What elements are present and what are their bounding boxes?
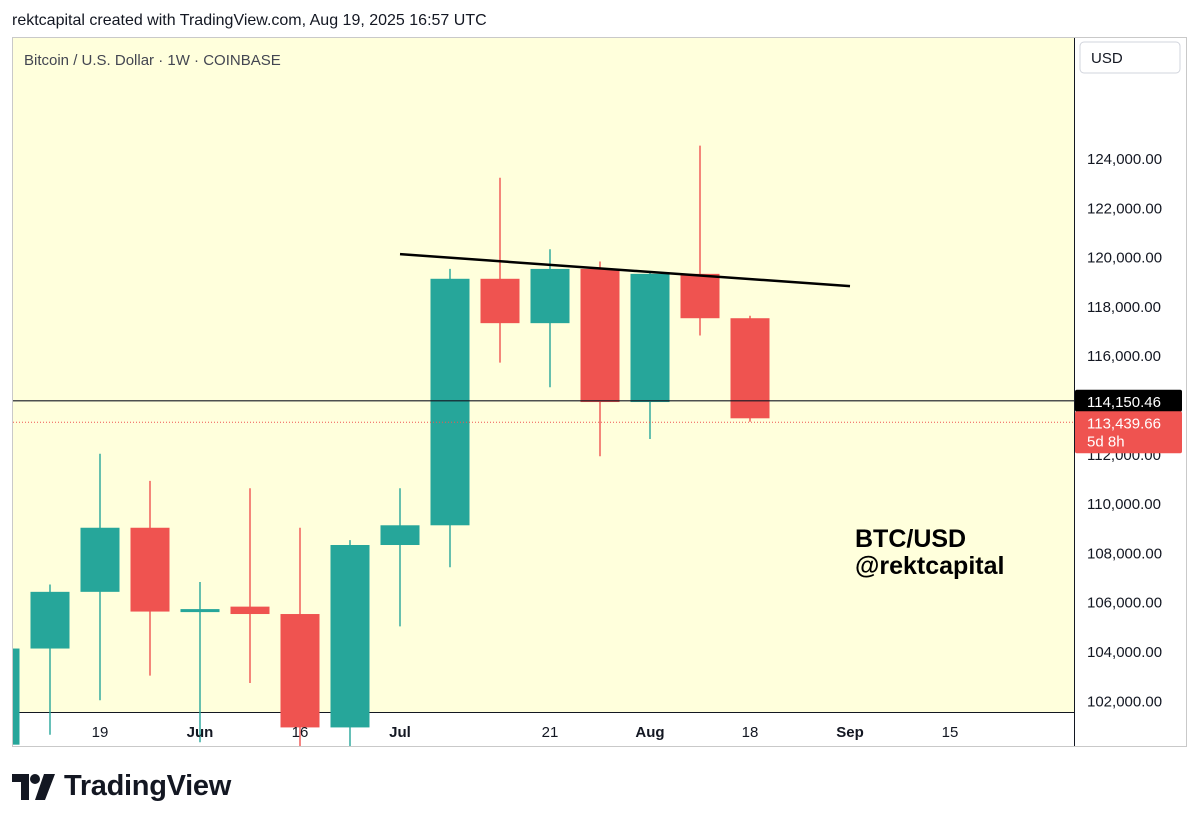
watermark-pair: BTC/USD — [855, 525, 966, 553]
plot-background — [13, 38, 1074, 712]
x-tick-label: Jul — [389, 724, 411, 741]
y-tick-label: 122,000.00 — [1087, 200, 1162, 217]
candle-body — [630, 273, 670, 403]
currency-label: USD — [1091, 50, 1123, 67]
y-tick-label: 120,000.00 — [1087, 250, 1162, 267]
y-tick-label: 108,000.00 — [1087, 545, 1162, 562]
x-tick-label: Jun — [187, 724, 214, 741]
y-tick-label: 102,000.00 — [1087, 693, 1162, 710]
x-tick-label: 18 — [742, 724, 759, 741]
watermark-author: @rektcapital — [855, 552, 1004, 580]
level-price-label: 114,150.46 — [1087, 394, 1161, 411]
bar-countdown-label: 5d 8h — [1087, 433, 1125, 450]
y-tick-label: 124,000.00 — [1087, 151, 1162, 168]
candle-body — [80, 527, 120, 592]
x-tick-label: 21 — [542, 724, 559, 741]
x-tick-label: Aug — [635, 724, 664, 741]
candle-body — [430, 278, 470, 526]
candle-body — [580, 268, 620, 403]
y-tick-label: 110,000.00 — [1087, 496, 1161, 513]
level-price-badge — [1075, 389, 1182, 412]
candle-body — [680, 273, 720, 319]
y-tick-label: 104,000.00 — [1087, 644, 1162, 661]
x-tick-label: 19 — [92, 724, 109, 741]
y-tick-label: 106,000.00 — [1087, 595, 1162, 612]
y-tick-label: 116,000.00 — [1087, 348, 1161, 365]
x-tick-label: 15 — [942, 724, 959, 741]
candle-body — [330, 545, 370, 728]
tradingview-wordmark: TradingView — [64, 770, 231, 802]
last-price-badge — [1075, 411, 1182, 454]
chart-attribution: rektcapital created with TradingView.com… — [12, 12, 487, 29]
currency-button[interactable] — [1079, 41, 1181, 74]
chart-title: Bitcoin / U.S. Dollar · 1W · COINBASE — [24, 52, 281, 69]
chart-frame: Bitcoin / U.S. Dollar · 1W · COINBASE 102… — [12, 37, 1187, 747]
tradingview-logo: TradingView — [12, 770, 231, 803]
tradingview-logo-icon — [12, 773, 55, 800]
candle-body — [480, 278, 520, 324]
candle-body — [30, 591, 70, 649]
y-tick-label: 118,000.00 — [1087, 299, 1161, 316]
last-price-label: 113,439.66 — [1087, 415, 1161, 432]
resistance-trendline — [399, 252, 851, 288]
x-tick-label: 16 — [292, 724, 309, 741]
candlestick-chart[interactable]: Bitcoin / U.S. Dollar · 1W · COINBASE 102… — [13, 38, 1186, 746]
x-tick-label: Sep — [836, 724, 864, 741]
candle-body — [530, 268, 570, 324]
candle-body — [180, 609, 220, 613]
candle-body — [280, 614, 320, 728]
candle-body — [380, 525, 420, 546]
candle-body — [230, 606, 270, 615]
candle-body — [130, 527, 170, 612]
candle-body — [730, 318, 770, 419]
candle-body — [13, 648, 20, 745]
